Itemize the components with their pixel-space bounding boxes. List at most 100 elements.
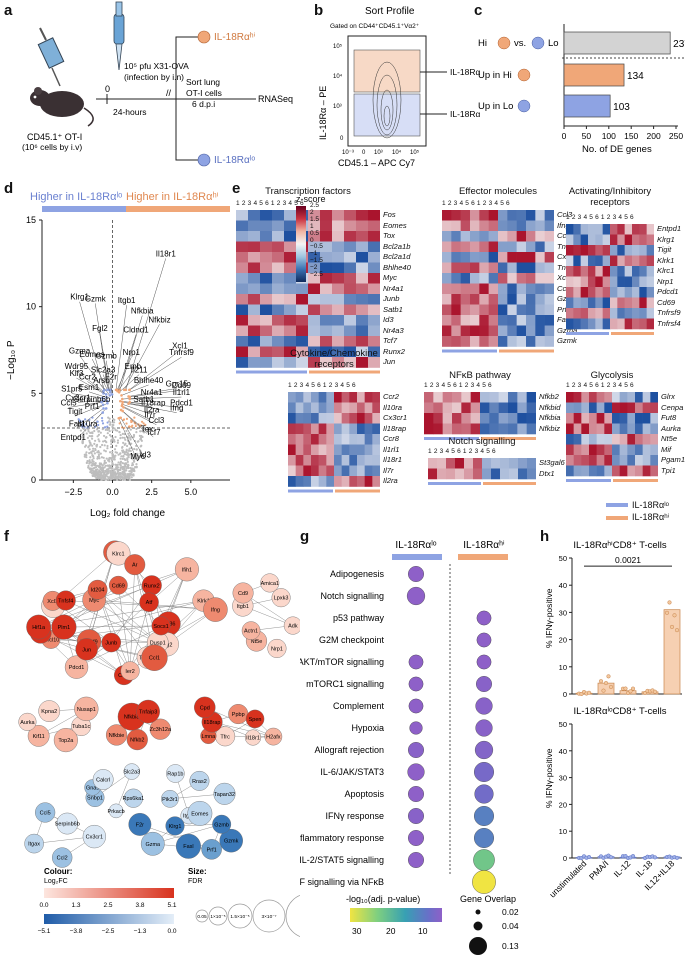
- heatmap-cell: [284, 315, 297, 326]
- network-node-label: Slc2a3: [123, 770, 140, 776]
- heatmap-cell: [295, 423, 304, 435]
- heatmap-cell: [498, 413, 509, 424]
- heatmap-cell: [612, 392, 620, 403]
- heatmap-cell: [332, 231, 345, 242]
- network-node: [174, 557, 199, 582]
- network-node: [136, 699, 160, 724]
- d-bg-point: [113, 476, 116, 480]
- d-xtick-2: 2.5: [145, 487, 158, 497]
- d-gene-label: Serpinb6b: [74, 395, 111, 404]
- f-size-label: 0.05: [197, 914, 207, 920]
- h-point: [623, 686, 628, 691]
- heatmap-cell: [507, 283, 517, 295]
- heatmap-cell: [573, 444, 582, 456]
- heatmap-cell: [544, 210, 554, 221]
- heatmap-group-lo: [236, 370, 307, 374]
- f-pos-tick: 3.8: [135, 902, 144, 909]
- network-node: [189, 770, 210, 791]
- f-neg-tick: −2.5: [102, 928, 115, 935]
- g-pathway-label: Hypoxia: [351, 723, 384, 733]
- network-node: [161, 790, 179, 808]
- heatmap-cell: [460, 336, 471, 347]
- h-point: [652, 855, 658, 860]
- g-col-hi: IL-18Rαʰⁱ: [463, 540, 505, 551]
- heatmap-cell: [581, 465, 590, 477]
- network-node-label: Cpd: [200, 705, 210, 711]
- heatmap-cell: [619, 392, 628, 403]
- h-point: [608, 855, 614, 860]
- d-bg-point: [88, 441, 92, 444]
- heatmap-cell: [635, 413, 643, 424]
- heatmap-cell: [372, 455, 380, 466]
- d-bg-point: [123, 436, 126, 440]
- network-node-label: Ccl2: [57, 856, 68, 862]
- heatmap-cell: [368, 304, 380, 316]
- h-title-lo: IL-18RαˡᵒCD8⁺ T-cells: [573, 706, 666, 717]
- heatmap-cell: [526, 304, 536, 316]
- d-bg-point: [126, 458, 129, 462]
- heatmap-cell: [488, 273, 499, 284]
- network-node-label: Gzmk: [224, 839, 239, 845]
- h-ytick: 30: [559, 774, 567, 783]
- g-dot: [476, 654, 492, 670]
- heatmap-cell: [588, 266, 596, 277]
- heatmap-cell: [624, 245, 633, 256]
- d-bg-point: [92, 467, 95, 470]
- d-bg-point: [111, 475, 115, 478]
- network-node-label: Amica1: [261, 581, 279, 587]
- heatmap-gene-label: Glrx: [661, 392, 675, 401]
- d-bg-point: [126, 452, 130, 455]
- heatmap-cell: [507, 294, 517, 305]
- network-node-label: Snbp1: [87, 796, 103, 802]
- heatmap-cell: [452, 423, 462, 435]
- network-node-label: Eomes: [191, 811, 208, 817]
- h-ylabel-lo: % IFNγ-positive: [544, 748, 554, 808]
- heatmap-cell: [424, 423, 434, 435]
- d-gene-point: [106, 388, 109, 392]
- heatmap-cell: [372, 476, 380, 487]
- heatmap-cell: [372, 444, 380, 456]
- d-gene-label: Entpd1: [61, 433, 87, 442]
- network-node: [264, 727, 283, 746]
- heatmap-cell: [650, 444, 658, 456]
- heatmap-cell: [236, 283, 249, 295]
- d-bg-point: [90, 472, 93, 475]
- heatmap-gene-label: Pdcd1: [657, 287, 679, 296]
- d-bg-point: [103, 444, 106, 447]
- heatmap-cell: [296, 283, 309, 295]
- heatmap-cell: [451, 210, 461, 221]
- timepoint-24h: 24-hours: [113, 107, 147, 117]
- heatmap-cell: [526, 252, 536, 263]
- heatmap-gene-label: Fut8: [661, 413, 677, 422]
- heatmap-cell: [296, 315, 309, 326]
- heatmap-cell: [595, 276, 603, 288]
- heatmap-cell: [624, 276, 633, 288]
- heatmap-cell: [473, 458, 483, 469]
- heatmap-cell: [326, 423, 335, 435]
- d-bg-point: [106, 471, 109, 474]
- heatmap-cell: [650, 423, 658, 435]
- heatmap-cell: [595, 287, 603, 298]
- heatmap-cell: [433, 392, 443, 403]
- heatmap-cell: [479, 283, 489, 295]
- d-bg-point: [133, 465, 137, 469]
- h-title-hi: IL-18RαʰⁱCD8⁺ T-cells: [573, 540, 667, 551]
- d-bg-point: [90, 437, 94, 440]
- heatmap-cell: [326, 455, 335, 466]
- heatmap-cell: [566, 224, 574, 235]
- heatmap-gene-label: Mif: [661, 444, 672, 454]
- h-pvalue: 0.0021: [615, 555, 641, 565]
- d-bg-point: [127, 425, 131, 428]
- g-dot: [475, 697, 493, 715]
- heatmap-cell: [236, 231, 249, 242]
- network-node-label: Lmna: [201, 734, 216, 740]
- heatmap-cell: [320, 283, 333, 295]
- network-node: [141, 644, 168, 671]
- d-bg-point: [138, 434, 141, 438]
- heatmap-cell: [260, 325, 273, 337]
- d-bg-point: [113, 458, 116, 461]
- heatmap-cell: [284, 210, 297, 221]
- f-pos-tick: 0.0: [39, 902, 48, 909]
- network-node: [64, 655, 89, 679]
- d-bg-point: [87, 428, 90, 431]
